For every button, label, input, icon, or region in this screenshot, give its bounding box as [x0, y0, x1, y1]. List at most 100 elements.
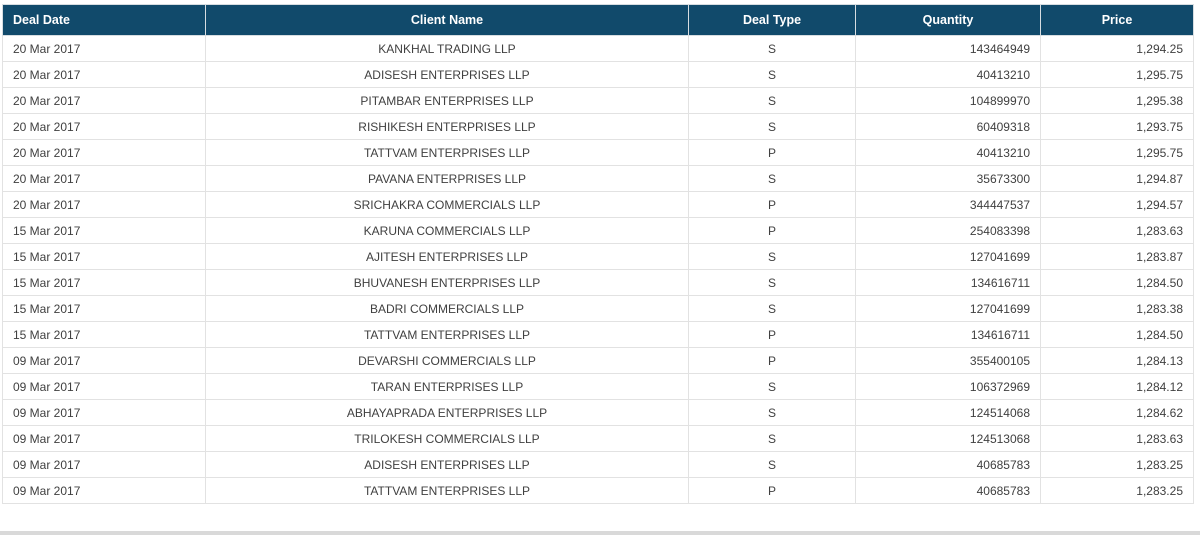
- cell-price: 1,283.87: [1040, 243, 1194, 270]
- table-row: 20 Mar 2017 KANKHAL TRADING LLP S 143464949…: [2, 35, 1194, 62]
- table-row: 20 Mar 2017 TATTVAM ENTERPRISES LLP P 40413…: [2, 139, 1194, 166]
- cell-quantity: 344447537: [855, 191, 1041, 218]
- cell-price: 1,293.75: [1040, 113, 1194, 140]
- cell-deal-type: S: [688, 243, 856, 270]
- cell-deal-date: 15 Mar 2017: [2, 217, 206, 244]
- cell-deal-type: S: [688, 165, 856, 192]
- horizontal-scrollbar[interactable]: [0, 531, 1200, 535]
- cell-deal-date: 09 Mar 2017: [2, 451, 206, 478]
- column-header-deal-type: Deal Type: [688, 4, 856, 36]
- cell-client-name: AJITESH ENTERPRISES LLP: [205, 243, 689, 270]
- cell-client-name: DEVARSHI COMMERCIALS LLP: [205, 347, 689, 374]
- cell-deal-date: 20 Mar 2017: [2, 35, 206, 62]
- deals-table-header: Deal Date Client Name Deal Type Quantity…: [2, 4, 1194, 36]
- cell-price: 1,283.63: [1040, 425, 1194, 452]
- table-row: 15 Mar 2017 AJITESH ENTERPRISES LLP S 12704…: [2, 243, 1194, 270]
- cell-deal-type: P: [688, 321, 856, 348]
- cell-quantity: 127041699: [855, 295, 1041, 322]
- cell-quantity: 254083398: [855, 217, 1041, 244]
- cell-deal-date: 09 Mar 2017: [2, 347, 206, 374]
- cell-price: 1,283.25: [1040, 477, 1194, 504]
- cell-price: 1,295.75: [1040, 61, 1194, 88]
- cell-client-name: PITAMBAR ENTERPRISES LLP: [205, 87, 689, 114]
- cell-client-name: ADISESH ENTERPRISES LLP: [205, 451, 689, 478]
- cell-deal-date: 20 Mar 2017: [2, 191, 206, 218]
- table-row: 20 Mar 2017 RISHIKESH ENTERPRISES LLP S 604…: [2, 113, 1194, 140]
- cell-quantity: 124513068: [855, 425, 1041, 452]
- cell-price: 1,284.62: [1040, 399, 1194, 426]
- cell-price: 1,283.38: [1040, 295, 1194, 322]
- table-row: 20 Mar 2017 PAVANA ENTERPRISES LLP S 356733…: [2, 165, 1194, 192]
- cell-client-name: KARUNA COMMERCIALS LLP: [205, 217, 689, 244]
- cell-quantity: 127041699: [855, 243, 1041, 270]
- cell-deal-date: 15 Mar 2017: [2, 269, 206, 296]
- cell-deal-type: P: [688, 347, 856, 374]
- cell-deal-date: 09 Mar 2017: [2, 425, 206, 452]
- table-row: 09 Mar 2017 TRILOKESH COMMERCIALS LLP S 124…: [2, 425, 1194, 452]
- table-row: 09 Mar 2017 TARAN ENTERPRISES LLP S 1063729…: [2, 373, 1194, 400]
- cell-deal-type: S: [688, 295, 856, 322]
- cell-deal-date: 20 Mar 2017: [2, 139, 206, 166]
- cell-deal-date: 09 Mar 2017: [2, 399, 206, 426]
- cell-price: 1,284.12: [1040, 373, 1194, 400]
- cell-deal-type: S: [688, 451, 856, 478]
- cell-quantity: 40685783: [855, 477, 1041, 504]
- cell-deal-type: S: [688, 113, 856, 140]
- cell-client-name: PAVANA ENTERPRISES LLP: [205, 165, 689, 192]
- cell-quantity: 134616711: [855, 321, 1041, 348]
- table-row: 09 Mar 2017 ADISESH ENTERPRISES LLP S 40685…: [2, 451, 1194, 478]
- cell-deal-type: P: [688, 191, 856, 218]
- cell-deal-date: 20 Mar 2017: [2, 87, 206, 114]
- cell-client-name: TRILOKESH COMMERCIALS LLP: [205, 425, 689, 452]
- cell-deal-type: S: [688, 61, 856, 88]
- cell-quantity: 106372969: [855, 373, 1041, 400]
- cell-deal-date: 15 Mar 2017: [2, 321, 206, 348]
- table-row: 09 Mar 2017 TATTVAM ENTERPRISES LLP P 40685…: [2, 477, 1194, 504]
- cell-deal-type: S: [688, 269, 856, 296]
- cell-quantity: 40685783: [855, 451, 1041, 478]
- cell-deal-type: S: [688, 399, 856, 426]
- cell-client-name: BADRI COMMERCIALS LLP: [205, 295, 689, 322]
- cell-client-name: TATTVAM ENTERPRISES LLP: [205, 139, 689, 166]
- cell-deal-type: S: [688, 87, 856, 114]
- table-row: 15 Mar 2017 BADRI COMMERCIALS LLP S 1270416…: [2, 295, 1194, 322]
- cell-price: 1,294.25: [1040, 35, 1194, 62]
- cell-deal-date: 09 Mar 2017: [2, 477, 206, 504]
- table-row: 15 Mar 2017 KARUNA COMMERCIALS LLP P 254083…: [2, 217, 1194, 244]
- table-row: 09 Mar 2017 DEVARSHI COMMERCIALS LLP P 3554…: [2, 347, 1194, 374]
- column-header-quantity: Quantity: [855, 4, 1041, 36]
- cell-quantity: 40413210: [855, 61, 1041, 88]
- cell-client-name: ADISESH ENTERPRISES LLP: [205, 61, 689, 88]
- cell-price: 1,294.87: [1040, 165, 1194, 192]
- table-row: 15 Mar 2017 TATTVAM ENTERPRISES LLP P 13461…: [2, 321, 1194, 348]
- cell-client-name: BHUVANESH ENTERPRISES LLP: [205, 269, 689, 296]
- cell-quantity: 355400105: [855, 347, 1041, 374]
- cell-client-name: SRICHAKRA COMMERCIALS LLP: [205, 191, 689, 218]
- table-row: 20 Mar 2017 ADISESH ENTERPRISES LLP S 40413…: [2, 61, 1194, 88]
- cell-deal-date: 15 Mar 2017: [2, 295, 206, 322]
- table-row: 20 Mar 2017 PITAMBAR ENTERPRISES LLP S 1048…: [2, 87, 1194, 114]
- cell-deal-type: P: [688, 217, 856, 244]
- cell-price: 1,283.63: [1040, 217, 1194, 244]
- cell-price: 1,284.50: [1040, 321, 1194, 348]
- cell-client-name: RISHIKESH ENTERPRISES LLP: [205, 113, 689, 140]
- table-row: 15 Mar 2017 BHUVANESH ENTERPRISES LLP S 134…: [2, 269, 1194, 296]
- cell-quantity: 40413210: [855, 139, 1041, 166]
- cell-client-name: ABHAYAPRADA ENTERPRISES LLP: [205, 399, 689, 426]
- cell-price: 1,284.13: [1040, 347, 1194, 374]
- cell-quantity: 134616711: [855, 269, 1041, 296]
- cell-quantity: 35673300: [855, 165, 1041, 192]
- cell-deal-type: P: [688, 139, 856, 166]
- cell-client-name: TATTVAM ENTERPRISES LLP: [205, 477, 689, 504]
- deals-table-body: 20 Mar 2017 KANKHAL TRADING LLP S 143464949…: [2, 35, 1194, 504]
- deals-table: Deal Date Client Name Deal Type Quantity…: [2, 4, 1194, 504]
- header-row: Deal Date Client Name Deal Type Quantity…: [2, 4, 1194, 36]
- cell-deal-date: 09 Mar 2017: [2, 373, 206, 400]
- cell-client-name: TARAN ENTERPRISES LLP: [205, 373, 689, 400]
- cell-deal-type: P: [688, 477, 856, 504]
- cell-deal-type: S: [688, 425, 856, 452]
- cell-deal-type: S: [688, 35, 856, 62]
- table-row: 20 Mar 2017 SRICHAKRA COMMERCIALS LLP P 344…: [2, 191, 1194, 218]
- table-row: 09 Mar 2017 ABHAYAPRADA ENTERPRISES LLP S 1…: [2, 399, 1194, 426]
